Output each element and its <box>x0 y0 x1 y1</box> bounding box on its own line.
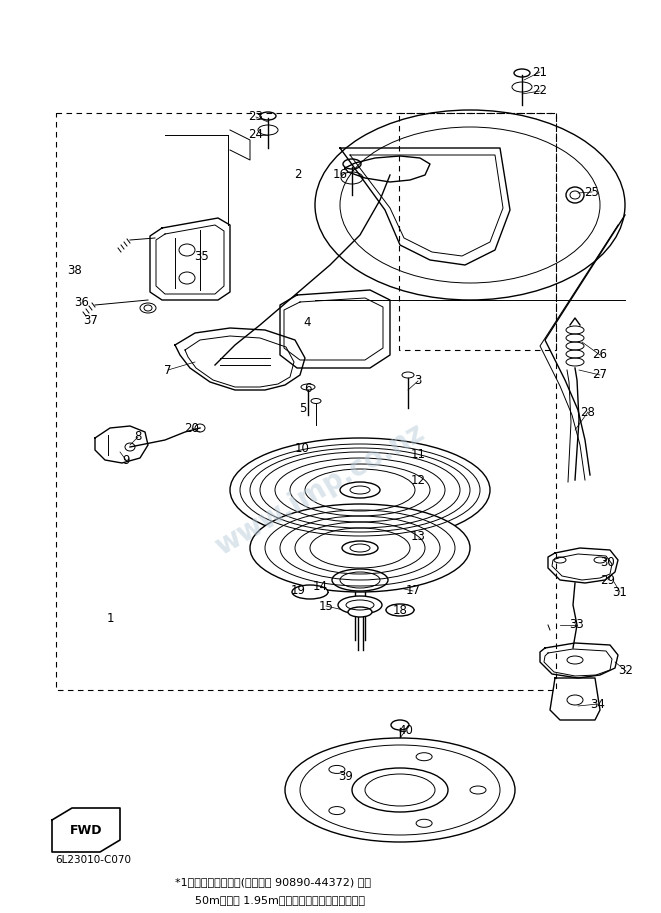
Ellipse shape <box>348 607 372 617</box>
Text: 32: 32 <box>619 665 633 677</box>
Ellipse shape <box>140 303 156 313</box>
Ellipse shape <box>594 557 606 563</box>
Text: 40: 40 <box>399 723 413 737</box>
Text: 24: 24 <box>249 129 264 142</box>
Text: 19: 19 <box>290 584 305 597</box>
Text: 30: 30 <box>601 555 615 569</box>
Ellipse shape <box>514 69 530 77</box>
Text: *1：スタータワイヤ(部品番号 90890-44372) は、: *1：スタータワイヤ(部品番号 90890-44372) は、 <box>175 877 371 887</box>
Text: 29: 29 <box>600 573 615 586</box>
Text: 9: 9 <box>122 454 130 467</box>
Text: 4: 4 <box>303 317 311 330</box>
Text: 2: 2 <box>294 169 302 182</box>
Text: 10: 10 <box>295 442 309 455</box>
Ellipse shape <box>285 738 515 842</box>
Ellipse shape <box>258 125 278 135</box>
Text: 6: 6 <box>304 382 312 394</box>
Ellipse shape <box>332 569 388 591</box>
Text: 12: 12 <box>410 475 426 488</box>
Text: 26: 26 <box>592 349 607 362</box>
Text: 34: 34 <box>590 698 605 710</box>
Ellipse shape <box>567 656 583 664</box>
Text: FWD: FWD <box>70 824 102 836</box>
Text: 39: 39 <box>338 770 354 782</box>
Ellipse shape <box>340 482 380 498</box>
Text: 14: 14 <box>313 580 327 593</box>
Text: 50m巻から 1.95mに切断して御使用ください。: 50m巻から 1.95mに切断して御使用ください。 <box>195 895 365 905</box>
Text: www.imp.co.nz: www.imp.co.nz <box>210 419 430 561</box>
Text: 23: 23 <box>249 110 264 123</box>
Ellipse shape <box>343 159 361 169</box>
Text: 28: 28 <box>580 405 596 418</box>
Text: 31: 31 <box>613 585 627 599</box>
Ellipse shape <box>260 112 276 120</box>
Text: 16: 16 <box>332 169 348 182</box>
Text: 7: 7 <box>164 363 172 376</box>
Text: 1: 1 <box>106 612 114 624</box>
Ellipse shape <box>342 541 378 555</box>
Text: 27: 27 <box>592 369 607 382</box>
Ellipse shape <box>230 438 490 542</box>
Text: 20: 20 <box>184 422 200 435</box>
Ellipse shape <box>250 504 470 592</box>
Text: 3: 3 <box>414 374 422 387</box>
Text: 15: 15 <box>319 600 333 613</box>
Text: 33: 33 <box>570 618 584 632</box>
Ellipse shape <box>292 585 328 599</box>
Ellipse shape <box>391 720 409 730</box>
Text: 8: 8 <box>134 431 141 444</box>
Ellipse shape <box>338 596 382 614</box>
Ellipse shape <box>512 82 532 92</box>
Text: 13: 13 <box>410 530 426 542</box>
Text: 11: 11 <box>410 447 426 460</box>
Text: 38: 38 <box>67 264 83 277</box>
Ellipse shape <box>402 372 414 378</box>
Ellipse shape <box>311 398 321 404</box>
Text: 36: 36 <box>75 297 89 310</box>
Text: 21: 21 <box>533 66 547 79</box>
Ellipse shape <box>341 172 363 184</box>
Text: 37: 37 <box>83 313 98 327</box>
Ellipse shape <box>566 187 584 203</box>
Ellipse shape <box>386 604 414 616</box>
Text: 22: 22 <box>533 85 547 98</box>
Text: 6L23010-C070: 6L23010-C070 <box>55 855 131 865</box>
Ellipse shape <box>554 557 566 563</box>
Text: 35: 35 <box>194 249 210 263</box>
Text: 18: 18 <box>393 604 407 617</box>
Text: 17: 17 <box>405 584 420 597</box>
Ellipse shape <box>301 384 315 390</box>
Text: 25: 25 <box>584 185 600 198</box>
Polygon shape <box>52 808 120 852</box>
Text: 5: 5 <box>299 403 307 415</box>
